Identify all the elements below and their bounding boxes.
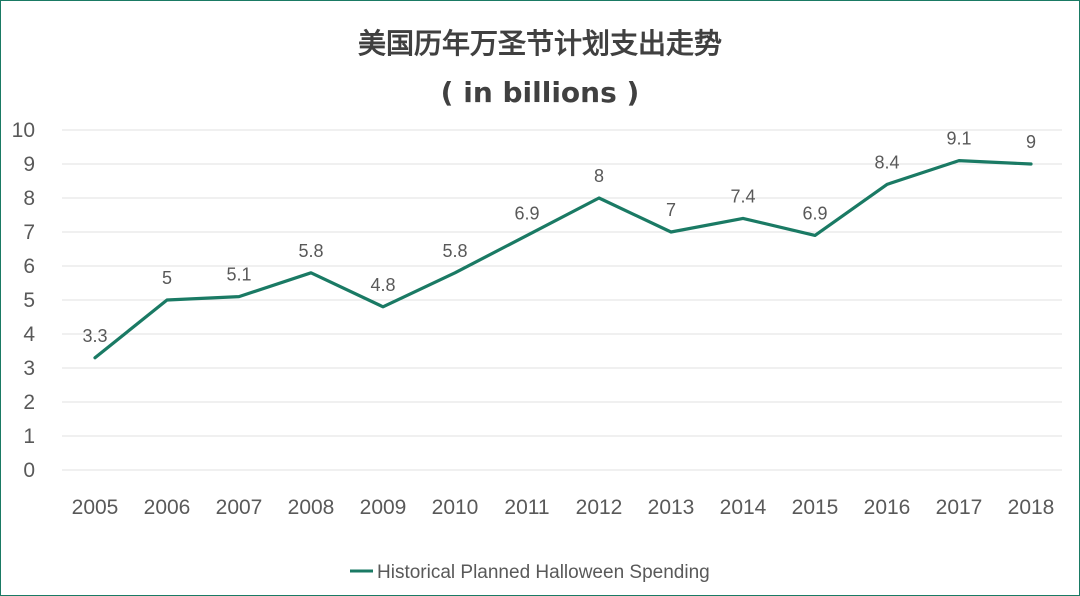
y-tick-label: 10 (12, 119, 35, 142)
x-tick-label: 2009 (360, 496, 407, 519)
x-tick-label: 2016 (864, 496, 911, 519)
chart-subtitle: ( in billions ) (441, 76, 640, 109)
data-label: 7 (666, 200, 676, 220)
x-tick-label: 2007 (216, 496, 263, 519)
gridlines (62, 129, 1062, 471)
data-label: 5.8 (298, 241, 323, 261)
data-label: 6.9 (514, 203, 539, 223)
y-tick-label: 2 (23, 391, 35, 414)
y-tick-label: 1 (23, 425, 35, 448)
x-tick-label: 2011 (504, 496, 549, 519)
x-tick-label: 2005 (72, 496, 119, 519)
data-label: 7.4 (730, 186, 755, 206)
data-label: 5.8 (442, 241, 467, 261)
x-tick-label: 2012 (576, 496, 623, 519)
chart-title: 美国历年万圣节计划支出走势 (358, 27, 722, 60)
data-labels: 3.3 5 5.1 5.8 4.8 5.8 6.9 8 7 7.4 6.9 8.4 9.1 9 (82, 129, 1036, 346)
series-layer (93, 159, 1033, 360)
series-line (93, 159, 1033, 360)
y-tick-label: 0 (23, 459, 35, 482)
y-tick-label: 3 (23, 357, 35, 380)
data-label: 5 (162, 268, 172, 288)
y-axis-ticks: 0 1 2 3 4 5 6 7 8 9 10 (12, 119, 36, 482)
data-label: 3.3 (82, 326, 107, 346)
x-axis-ticks: 2005 2006 2007 2008 2009 2010 2011 2012 2013 2014… (72, 496, 1055, 519)
x-tick-label: 2017 (936, 496, 983, 519)
legend: Historical Planned Halloween Spending (350, 562, 710, 583)
x-tick-label: 2018 (1008, 496, 1055, 519)
y-tick-label: 8 (23, 187, 35, 210)
y-tick-label: 6 (23, 255, 35, 278)
data-label: 9.1 (946, 129, 971, 149)
y-tick-label: 5 (23, 289, 35, 312)
legend-label: Historical Planned Halloween Spending (377, 562, 710, 583)
data-label: 6.9 (802, 203, 827, 223)
data-label: 9 (1026, 132, 1036, 152)
x-tick-label: 2006 (144, 496, 191, 519)
x-tick-label: 2013 (648, 496, 695, 519)
data-label: 8.4 (874, 152, 899, 172)
x-tick-label: 2010 (432, 496, 479, 519)
y-tick-label: 9 (23, 153, 35, 176)
x-tick-label: 2008 (288, 496, 335, 519)
y-tick-label: 4 (23, 323, 35, 346)
y-tick-label: 7 (23, 221, 35, 244)
data-label: 8 (594, 166, 604, 186)
x-tick-label: 2014 (720, 496, 767, 519)
data-label: 4.8 (370, 275, 395, 295)
data-label: 5.1 (226, 265, 251, 285)
x-tick-label: 2015 (792, 496, 839, 519)
